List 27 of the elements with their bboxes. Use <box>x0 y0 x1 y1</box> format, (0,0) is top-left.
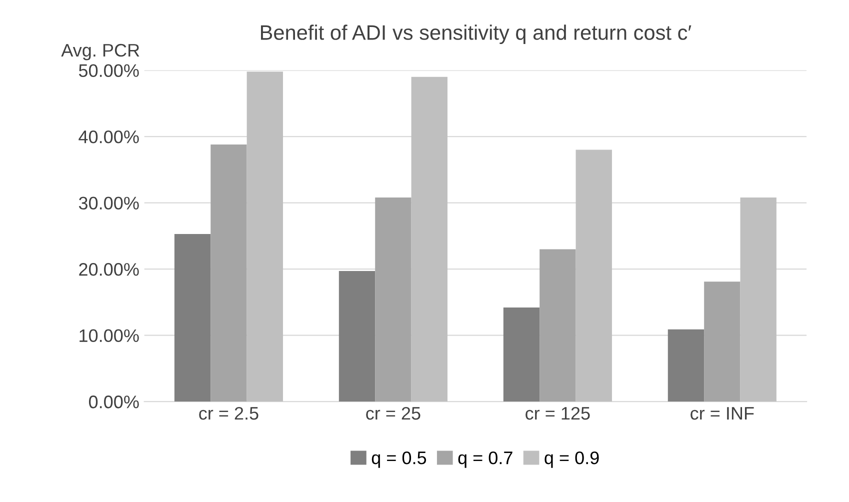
bar <box>246 72 283 402</box>
chart-title: Benefit of ADI vs sensitivity q and return cost c′ <box>260 24 692 44</box>
y-tick-label: 20.00% <box>79 263 139 276</box>
bar <box>375 198 412 402</box>
x-tick-label: cr = 2.5 <box>199 406 258 420</box>
legend-label: q = 0.5 <box>372 451 426 468</box>
bar <box>411 76 448 402</box>
bar <box>740 198 776 402</box>
y-tick-label: 30.00% <box>78 196 139 210</box>
bar <box>704 282 740 402</box>
y-tick-label: 40.00% <box>78 130 139 144</box>
y-tick-label: 10.00% <box>80 329 139 342</box>
bar <box>668 329 704 402</box>
bar <box>540 249 576 402</box>
bar <box>210 144 247 402</box>
x-tick-label: cr = 125 <box>526 406 590 420</box>
y-tick-label: 50.00% <box>78 64 139 77</box>
bar <box>338 271 376 402</box>
legend-label: q = 0.7 <box>458 451 512 468</box>
y-axis-title: Avg. PCR <box>61 44 140 60</box>
bar <box>503 308 540 402</box>
x-tick-label: cr = INF <box>690 407 754 420</box>
x-tick-label: cr = 25 <box>366 406 420 420</box>
bar <box>576 150 612 402</box>
bar <box>174 234 211 402</box>
legend-label: q = 0.9 <box>544 451 599 468</box>
y-tick-label: 0.00% <box>88 396 139 408</box>
